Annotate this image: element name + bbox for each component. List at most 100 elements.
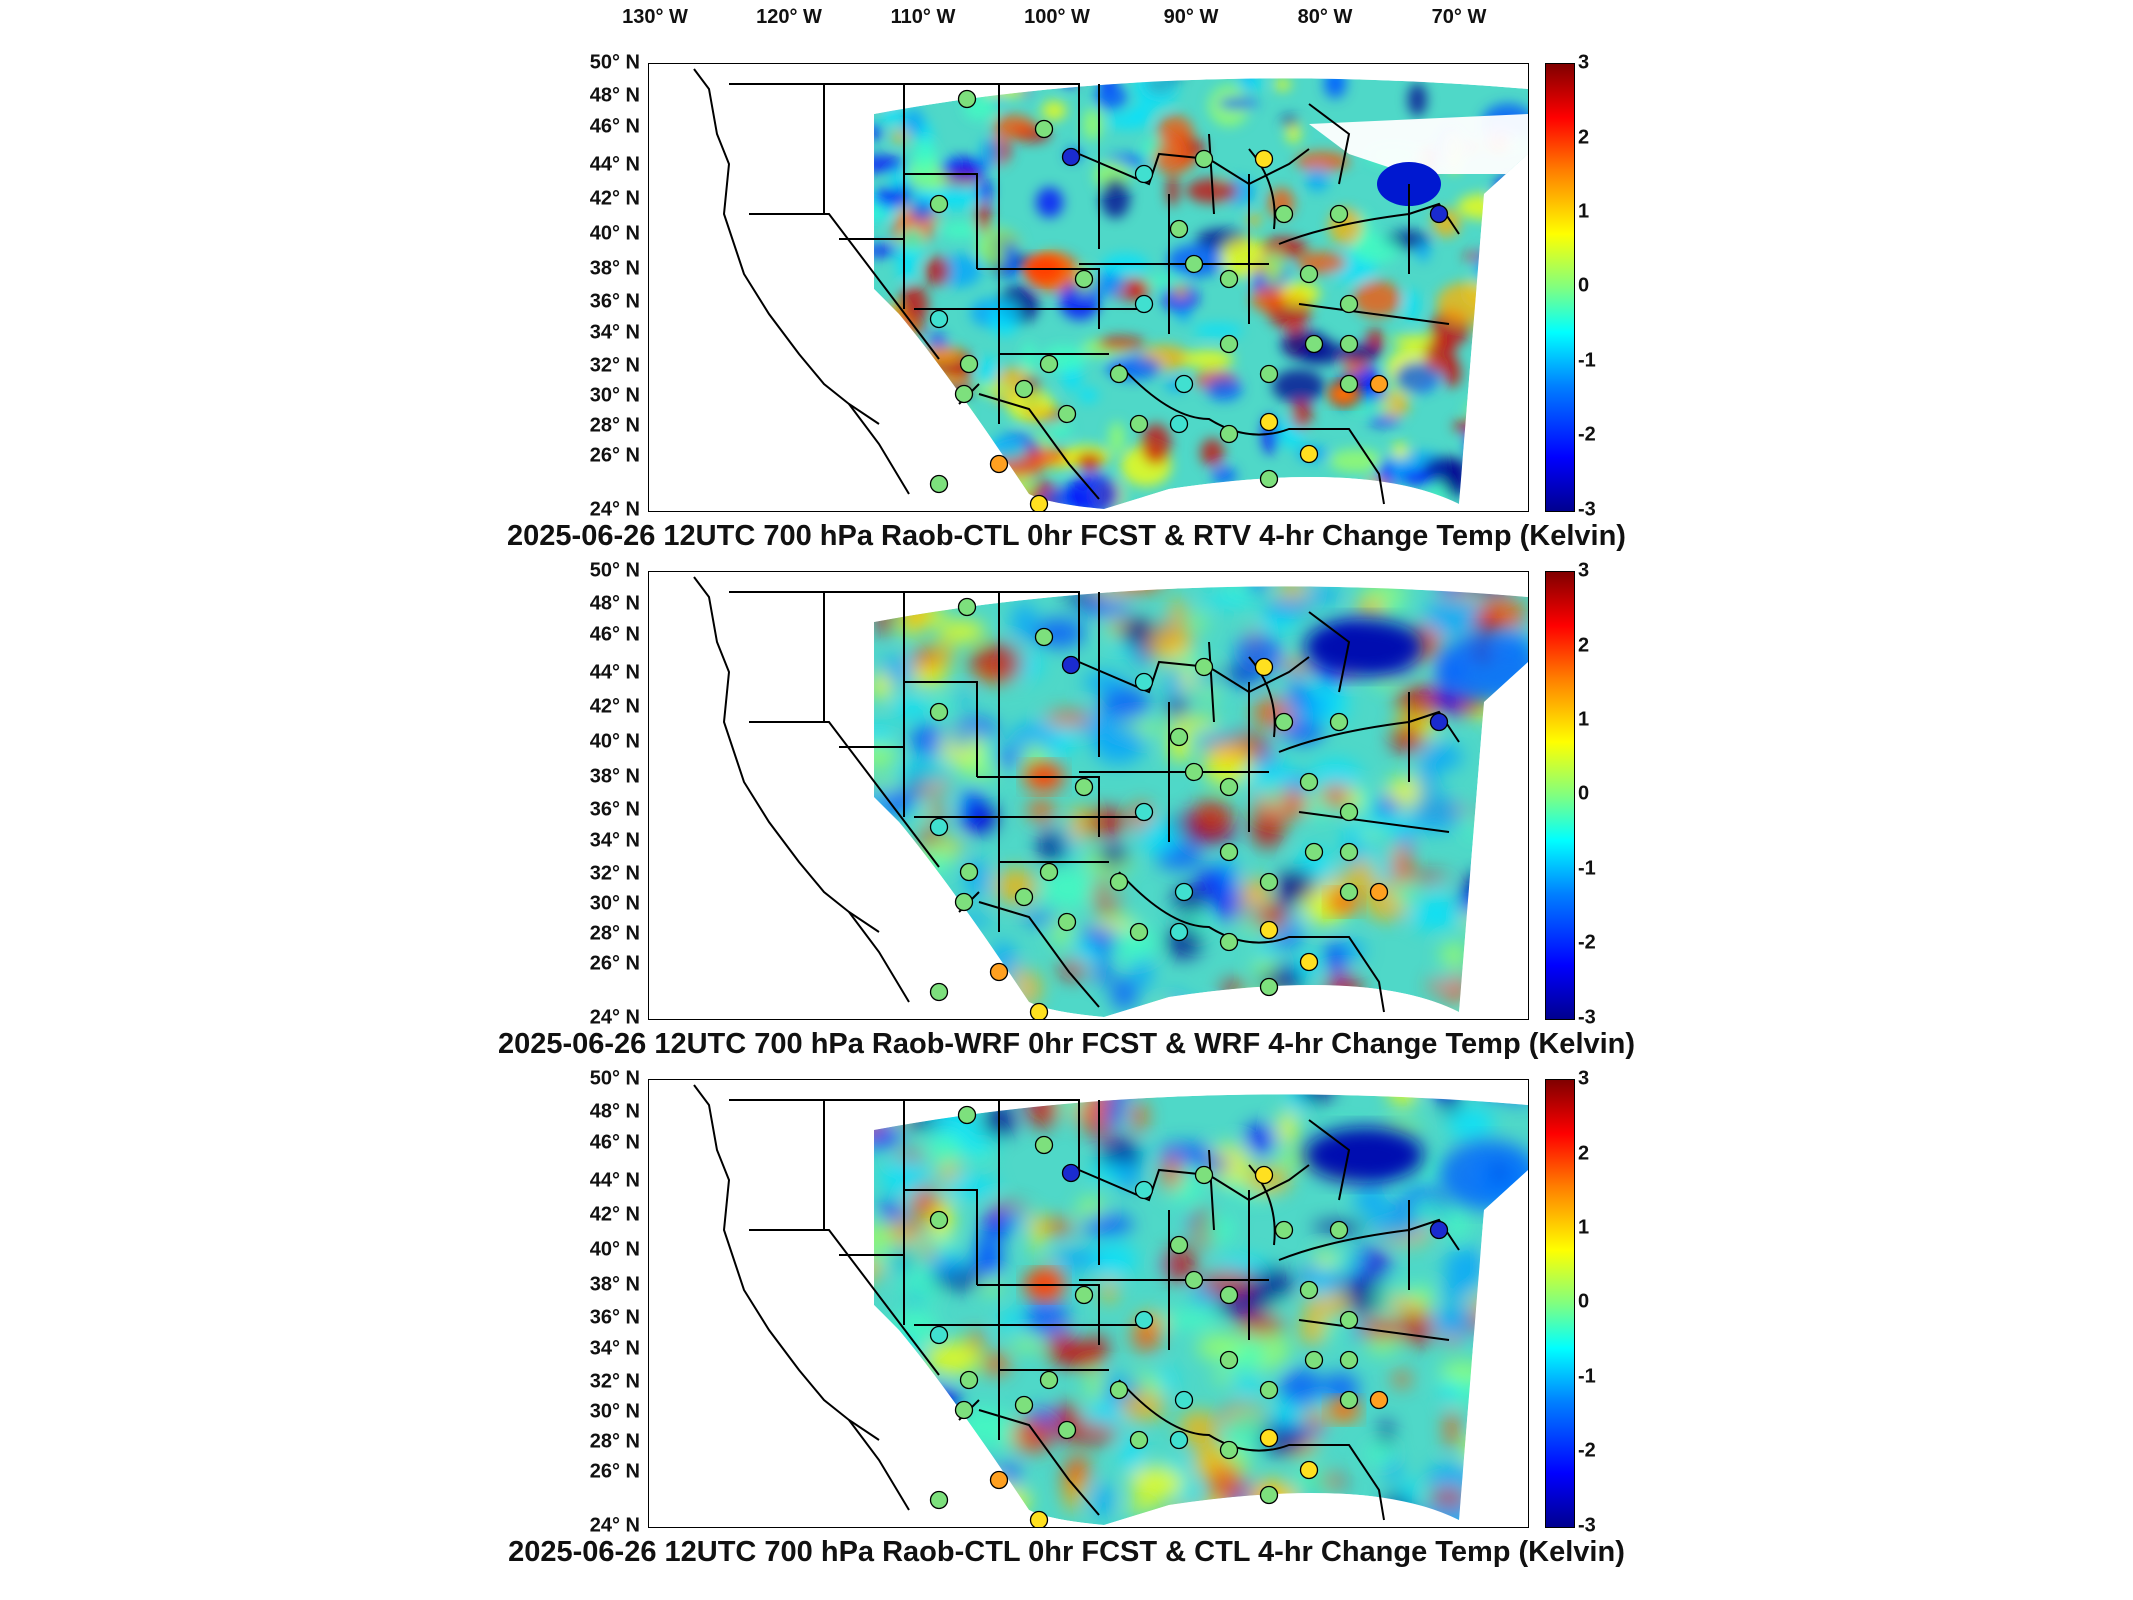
lat-label: 50° N (589, 559, 640, 582)
raob-station-marker (1299, 444, 1319, 464)
map-panel-1: 50° N 48° N 46° N 44° N 42° N 40° N 38° N 36° N… (0, 48, 2133, 558)
raob-station-marker (929, 982, 949, 1002)
raob-station-marker (1329, 712, 1349, 732)
raob-station-marker (1194, 657, 1214, 677)
raob-station-marker (1299, 1460, 1319, 1480)
raob-station-marker (1369, 882, 1389, 902)
raob-station-marker (1061, 655, 1081, 675)
lat-label: 34° N (589, 829, 640, 852)
raob-station-marker (1219, 932, 1239, 952)
raob-station-marker (1039, 862, 1059, 882)
raob-station-marker (1274, 712, 1294, 732)
raob-station-marker (1129, 414, 1149, 434)
raob-station-marker (1039, 1370, 1059, 1390)
colorbar-tick-label: -1 (1578, 349, 1596, 372)
raob-station-marker (929, 1325, 949, 1345)
lat-label: 38° N (589, 257, 640, 280)
raob-station-marker (1339, 882, 1359, 902)
raob-station-marker (954, 892, 974, 912)
lat-label: 40° N (589, 1238, 640, 1261)
raob-station-marker (1074, 269, 1094, 289)
colorbar-tick-label: -1 (1578, 857, 1596, 880)
lat-label: 30° N (589, 384, 640, 407)
raob-station-marker (954, 384, 974, 404)
colorbar-tick-label: 3 (1578, 51, 1590, 74)
raob-station-marker (1304, 1350, 1324, 1370)
raob-station-marker (957, 89, 977, 109)
raob-station-marker (1369, 1390, 1389, 1410)
raob-station-marker (1219, 269, 1239, 289)
raob-station-marker (1219, 334, 1239, 354)
lat-label: 34° N (589, 321, 640, 344)
temperature-map (648, 63, 1529, 512)
raob-station-marker (1339, 1310, 1359, 1330)
lat-label: 48° N (589, 1100, 640, 1123)
raob-station-marker (1259, 1485, 1279, 1505)
raob-station-marker (1134, 294, 1154, 314)
lon-label: 100° W (1024, 6, 1090, 28)
raob-station-marker (1109, 1380, 1129, 1400)
lat-label: 44° N (589, 153, 640, 176)
lat-label: 26° N (589, 1460, 640, 1483)
raob-station-marker (1057, 404, 1077, 424)
colorbar-tick-label: 3 (1578, 559, 1590, 582)
raob-station-marker (929, 194, 949, 214)
raob-station-marker (1429, 204, 1449, 224)
lat-label: 46° N (589, 623, 640, 646)
raob-station-marker (1194, 1165, 1214, 1185)
raob-station-marker (1074, 777, 1094, 797)
lon-label: 90° W (1163, 6, 1219, 28)
raob-station-marker (1259, 1380, 1279, 1400)
raob-station-marker (1169, 1430, 1189, 1450)
raob-station-marker (1339, 1350, 1359, 1370)
lat-label: 24° N (589, 1006, 640, 1029)
lat-label: 28° N (589, 414, 640, 437)
raob-station-marker (1169, 1235, 1189, 1255)
colorbar-tick-label: 2 (1578, 1142, 1590, 1165)
raob-station-marker (1129, 922, 1149, 942)
raob-station-marker (929, 702, 949, 722)
colorbar-tick-label: 0 (1578, 782, 1590, 805)
lat-label: 24° N (589, 1514, 640, 1537)
colorbar (1545, 63, 1575, 512)
lat-label: 50° N (589, 1067, 640, 1090)
raob-station-marker (1259, 1428, 1279, 1448)
raob-station-marker (989, 962, 1009, 982)
raob-station-marker (1254, 1165, 1274, 1185)
raob-station-marker (929, 309, 949, 329)
raob-station-marker (1169, 727, 1189, 747)
colorbar-tick-label: -2 (1578, 931, 1596, 954)
model-domain-field (874, 1094, 1528, 1525)
colorbar (1545, 571, 1575, 1020)
raob-station-marker (1029, 1510, 1049, 1527)
raob-station-marker (1259, 920, 1279, 940)
raob-station-marker (1184, 762, 1204, 782)
raob-station-marker (1109, 872, 1129, 892)
raob-station-marker (1034, 1135, 1054, 1155)
lon-label: 130° W (622, 6, 688, 28)
raob-station-marker (1034, 627, 1054, 647)
raob-station-marker (1254, 149, 1274, 169)
lat-label: 30° N (589, 892, 640, 915)
state-boundaries (693, 576, 1460, 1013)
colorbar-tick-label: 2 (1578, 126, 1590, 149)
raob-station-marker (1299, 772, 1319, 792)
raob-station-marker (1259, 412, 1279, 432)
raob-station-marker (1061, 147, 1081, 167)
lat-label: 28° N (589, 1430, 640, 1453)
raob-station-marker (1194, 149, 1214, 169)
lat-label: 40° N (589, 730, 640, 753)
raob-station-marker (1184, 254, 1204, 274)
lat-label: 30° N (589, 1400, 640, 1423)
colorbar-tick-label: -3 (1578, 1006, 1596, 1029)
lat-label: 26° N (589, 444, 640, 467)
raob-station-marker (1134, 1310, 1154, 1330)
lat-label: 32° N (589, 354, 640, 377)
map-panel-3: 50° N 48° N 46° N 44° N 42° N 40° N 38° N 36° N… (0, 1064, 2133, 1574)
longitude-axis: 130° W 120° W 110° W 100° W 90° W 80° W … (0, 6, 2133, 36)
temperature-map (648, 1079, 1529, 1528)
lat-label: 26° N (589, 952, 640, 975)
raob-station-marker (1057, 912, 1077, 932)
lat-label: 36° N (589, 1306, 640, 1329)
lat-label: 48° N (589, 84, 640, 107)
